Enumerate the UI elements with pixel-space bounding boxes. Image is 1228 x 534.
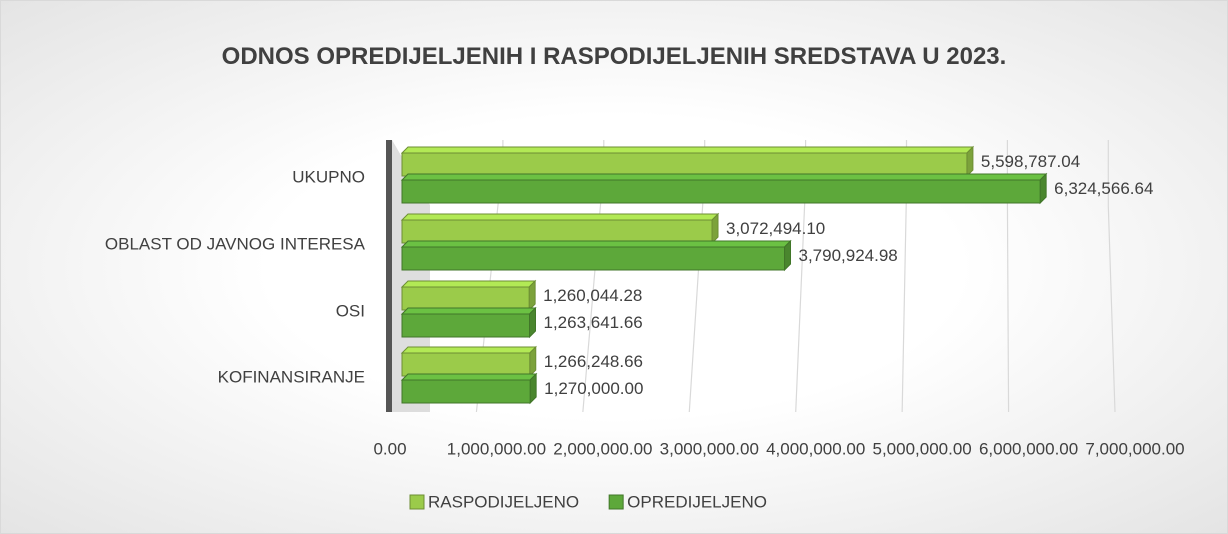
x-tick-label: 5,000,000.00 [873,439,972,458]
bar-face [400,307,537,315]
grid-line [1107,140,1116,413]
data-label: 3,790,924.98 [799,246,898,265]
x-tick-label: 3,000,000.00 [660,439,759,458]
x-tick-label: 4,000,000.00 [766,439,865,458]
data-label: 3,072,494.10 [726,219,825,238]
bar-face [401,379,531,404]
bar [400,306,537,339]
data-label: 1,260,044.28 [543,286,642,305]
x-tick-label: 0.00 [373,439,406,458]
bar-face [400,173,1048,181]
data-label: 1,266,248.66 [544,352,643,371]
y-tick-label: UKUPNO [292,167,365,186]
data-label: 5,598,787.04 [981,152,1080,171]
y-tick-label: OSI [336,301,365,320]
bar-face [400,280,537,288]
bar [400,212,720,245]
data-label: 1,263,641.66 [544,313,643,332]
bar [400,145,975,178]
bar [400,279,537,312]
bar [400,372,538,405]
bar-face [401,152,968,177]
bar-face [401,179,1041,204]
side-wall [392,140,430,412]
data-label: 1,270,000.00 [544,379,643,398]
bar-face [400,146,975,154]
bar [400,172,1048,205]
y-tick-label: OBLAST OD JAVNOG INTERESA [105,234,366,253]
bar-face [401,313,531,338]
x-tick-label: 2,000,000.00 [553,439,652,458]
bar-face [401,246,786,271]
legend-label: RASPODIJELJENO [428,492,579,511]
bar-face [400,346,537,354]
x-tick-label: 7,000,000.00 [1085,439,1184,458]
bar-face [401,352,531,377]
back-wall [386,140,392,412]
bar-face [401,286,530,311]
bar-face [401,219,713,244]
bar-face [400,373,538,381]
legend-label: OPREDIJELJENO [627,492,767,511]
legend-swatch [608,494,624,510]
y-tick-label: KOFINANSIRANJE [218,367,365,386]
data-label: 6,324,566.64 [1054,179,1153,198]
x-tick-label: 6,000,000.00 [979,439,1078,458]
bar-face [400,240,792,248]
bar [400,345,537,378]
chart-title: ODNOS OPREDIJELJENIH I RASPODIJELJENIH S… [221,43,1007,70]
bar [400,239,792,272]
x-tick-label: 1,000,000.00 [447,439,546,458]
legend-swatch [409,494,425,510]
bar-face [400,213,720,221]
